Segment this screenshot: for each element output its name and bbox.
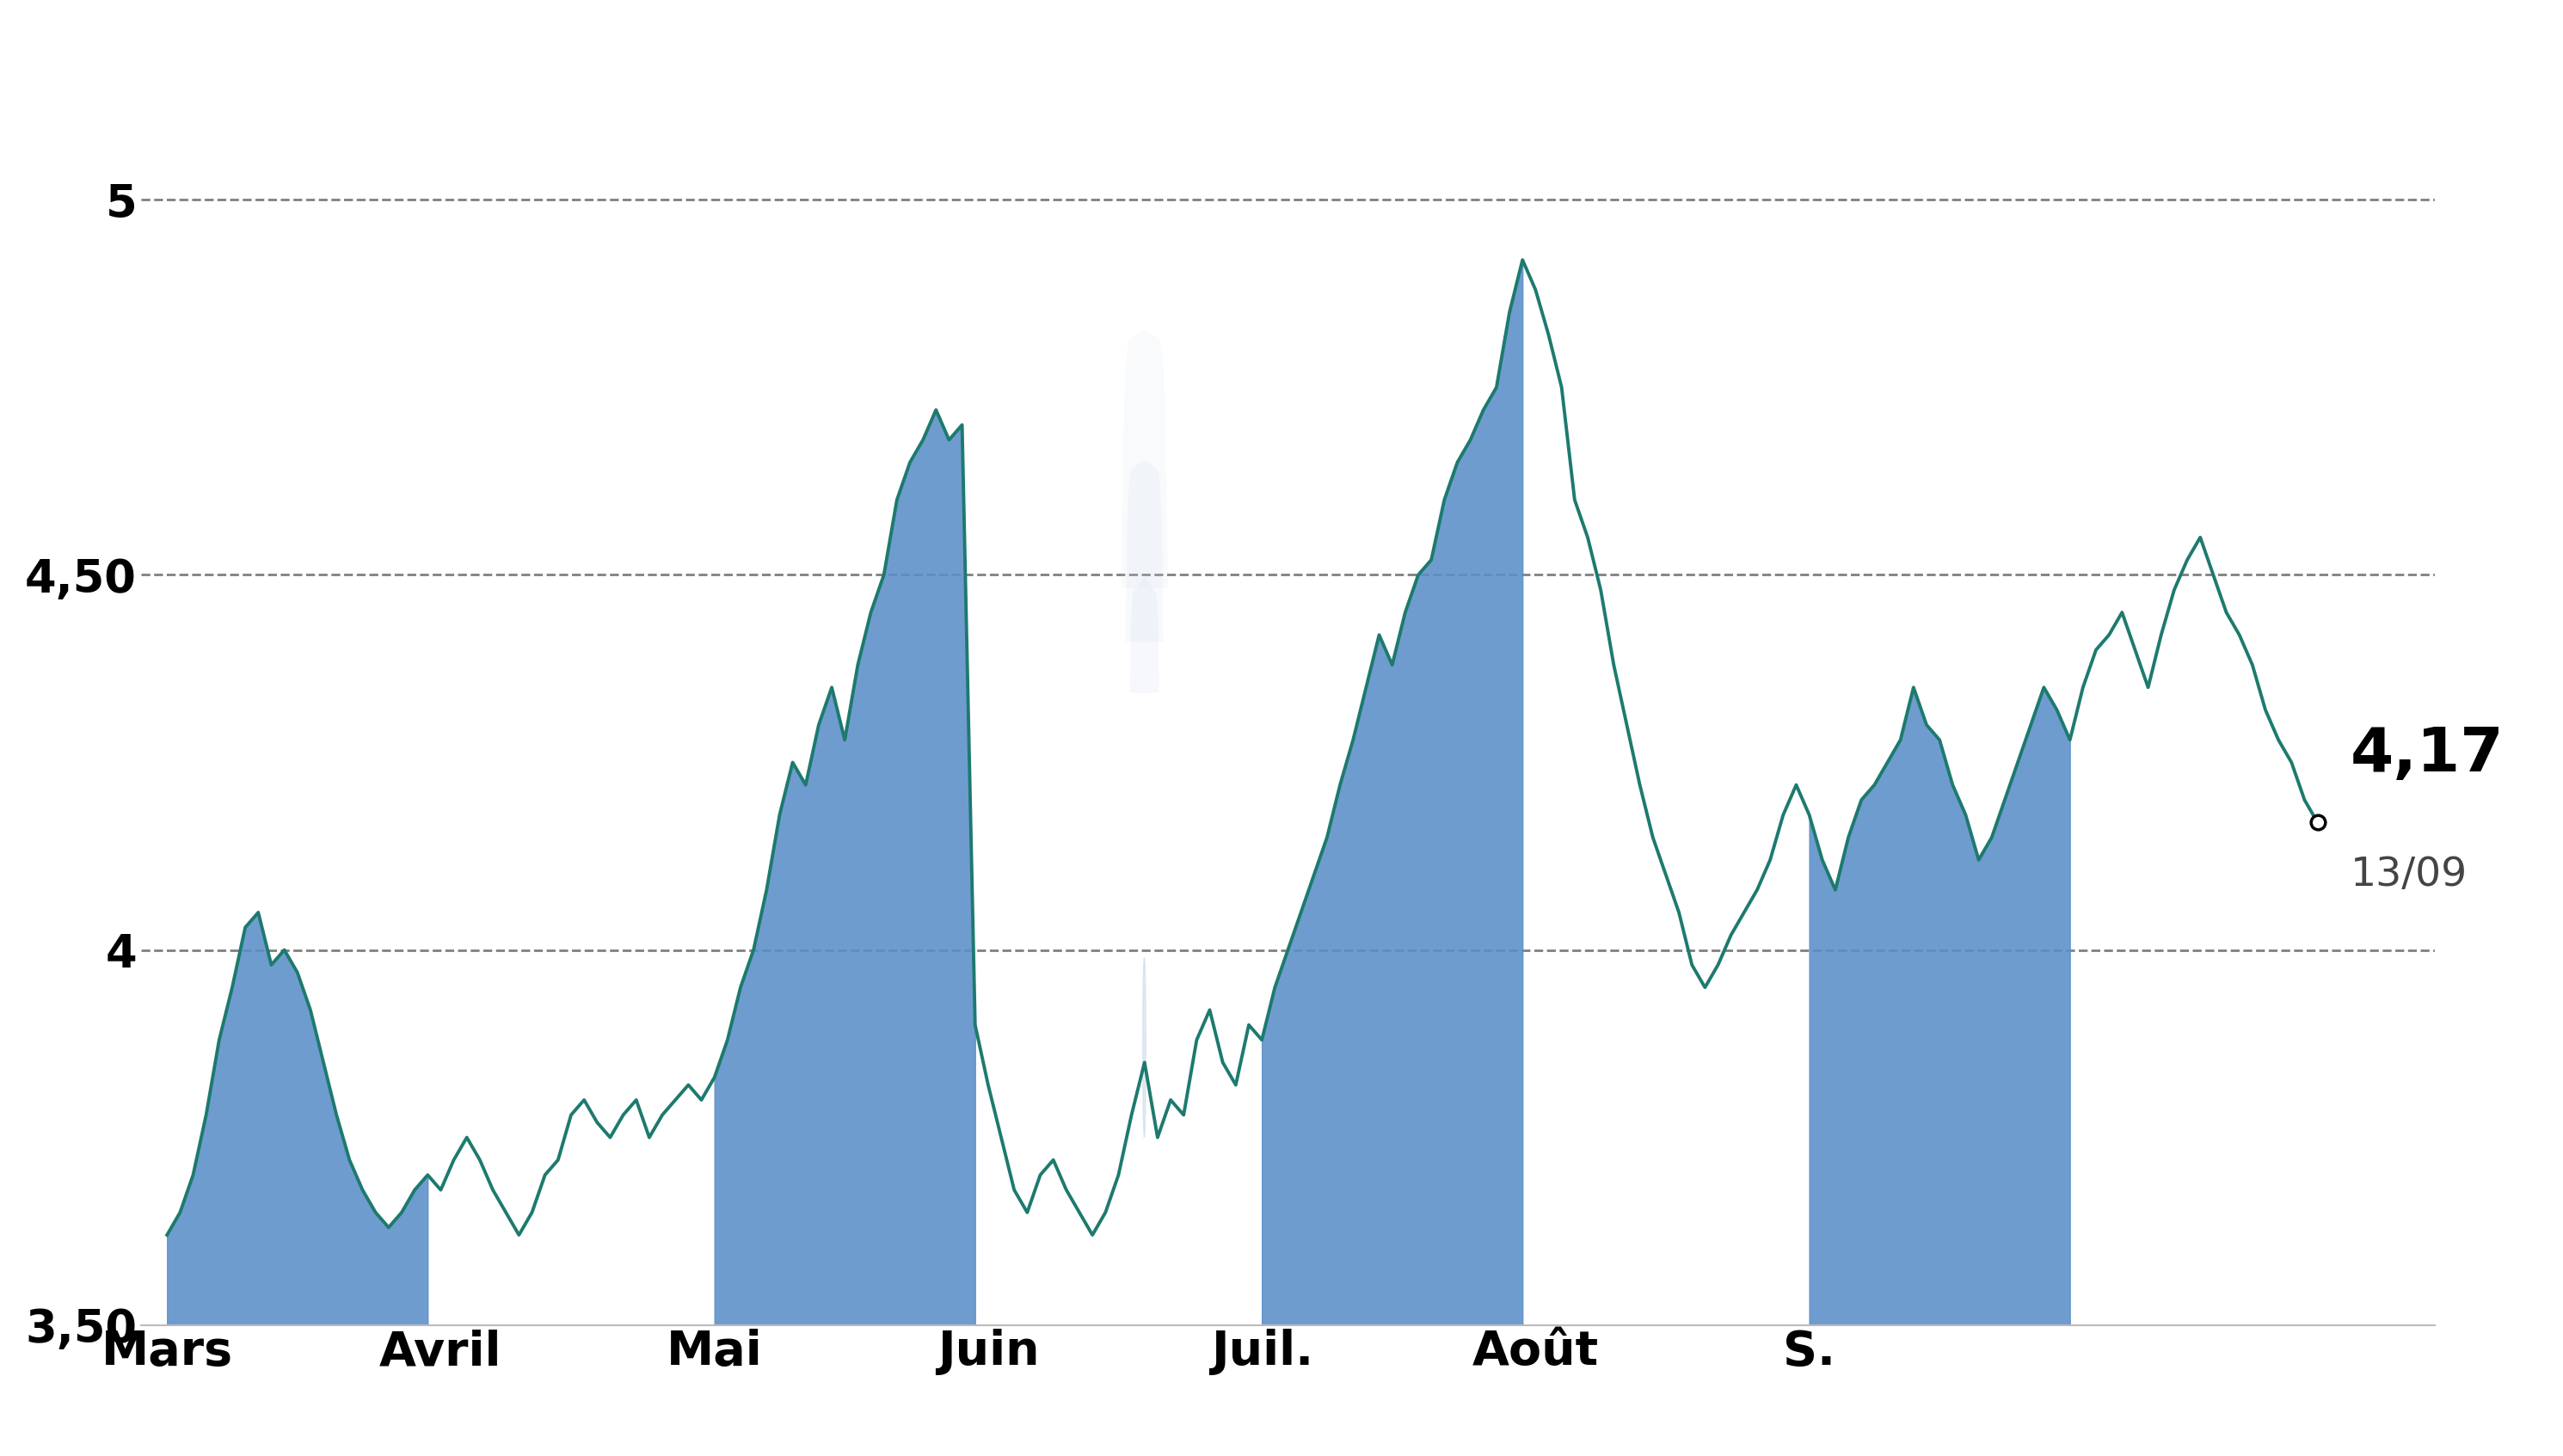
Text: 13/09: 13/09 bbox=[2350, 856, 2468, 894]
Circle shape bbox=[1143, 958, 1146, 1137]
Text: 4,17: 4,17 bbox=[2350, 725, 2504, 785]
Text: EUTELSAT COMMUNIC.: EUTELSAT COMMUNIC. bbox=[602, 12, 1961, 116]
